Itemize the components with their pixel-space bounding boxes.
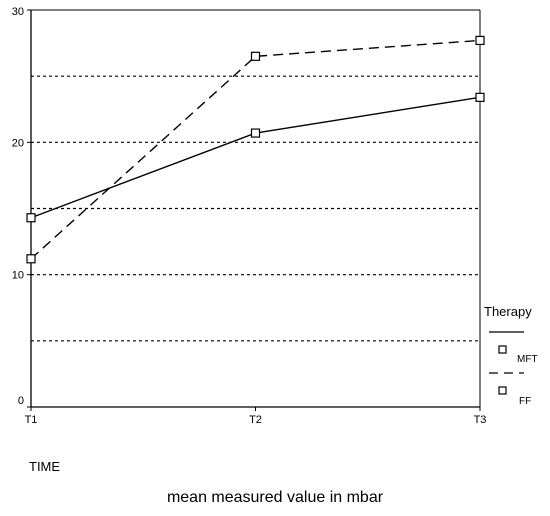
legend-label-ff: FF (519, 396, 531, 407)
data-point-ff (26, 254, 36, 264)
y-tick-label: 20 (12, 137, 24, 149)
chart-caption: mean measured value in mbar (167, 489, 384, 506)
legend-label-mft: MFT (517, 354, 538, 365)
x-tick-label: T1 (25, 414, 38, 426)
series-layer (26, 35, 485, 264)
axis-layer: 0 10 20 30 T1 T2 T3 (12, 6, 487, 426)
grid-layer (31, 75, 480, 342)
legend-marker-ff (498, 386, 507, 395)
legend: Therapy MFT FF (484, 304, 538, 407)
series-line-mft (30, 96, 481, 219)
data-point-ff (475, 35, 485, 46)
x-tick-label: T2 (249, 414, 262, 426)
x-axis-label: TIME (29, 459, 60, 474)
y-tick-label: 0 (18, 395, 24, 407)
series-line-ff (30, 39, 481, 260)
data-point-mft (250, 128, 261, 138)
y-tick-label: 30 (12, 6, 24, 18)
legend-marker-mft (498, 345, 507, 354)
y-tick-label: 10 (12, 270, 24, 282)
data-point-ff (250, 51, 261, 61)
x-tick-label: T3 (474, 414, 487, 426)
legend-title: Therapy (484, 304, 532, 319)
data-point-mft (475, 92, 485, 102)
data-point-mft (26, 213, 36, 223)
